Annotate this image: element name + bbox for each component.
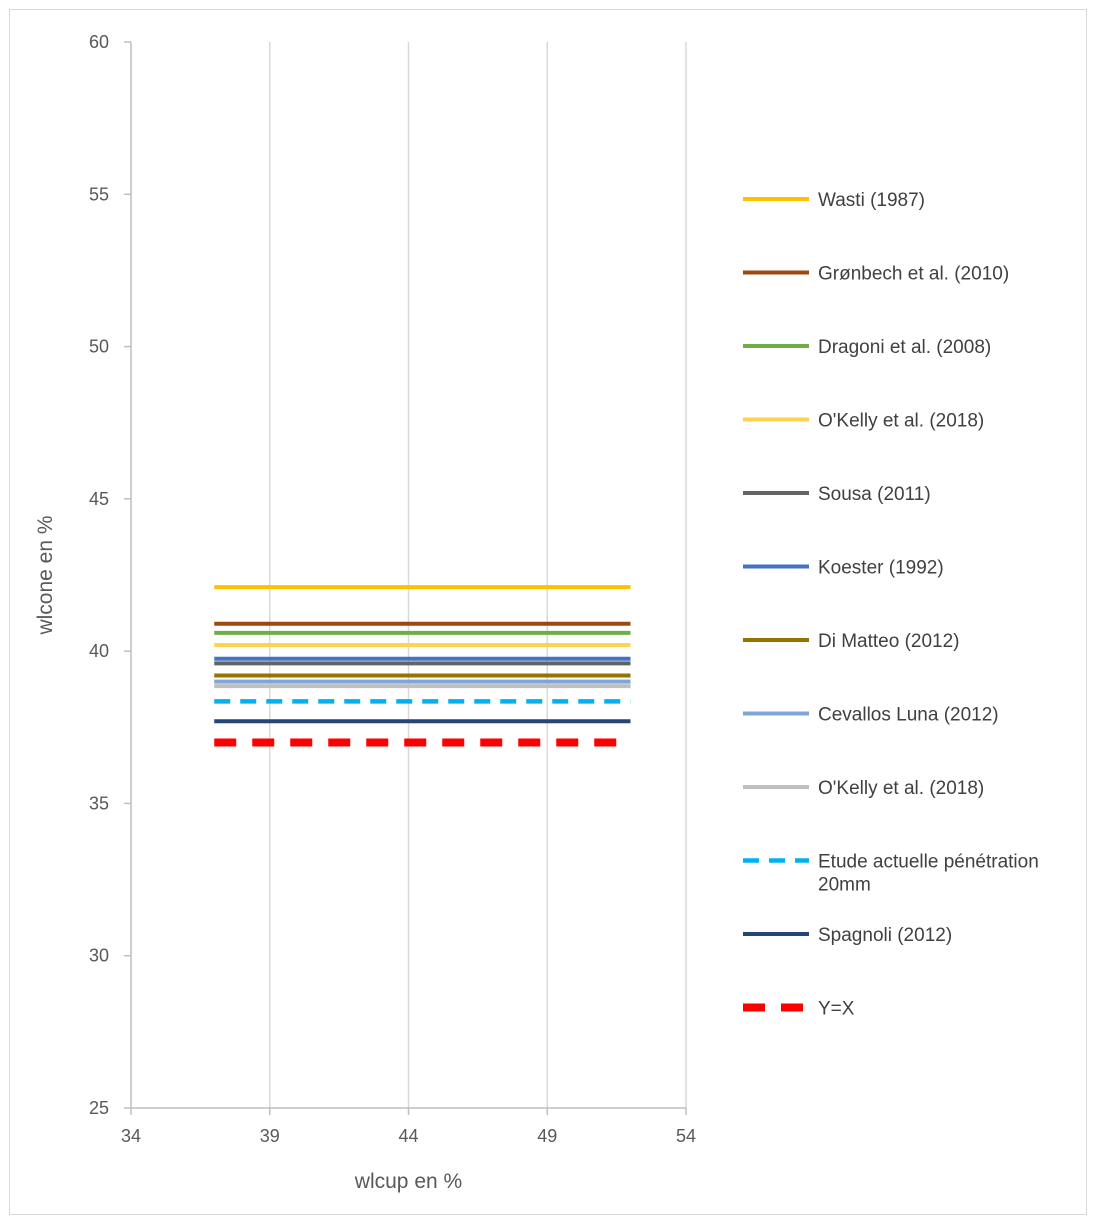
tick-labels: 34 39 44 49 54 25 30 35 40 45 50 55 60 [89, 32, 696, 1146]
legend-label: Di Matteo (2012) [818, 631, 960, 652]
legend-label: Etude actuelle pénétration 20mm [818, 852, 1039, 896]
legend-label: Grønbech et al. (2010) [818, 264, 1009, 285]
legend-label: Sousa (2011) [818, 484, 931, 505]
y-tick-label: 45 [89, 489, 109, 509]
y-tick-label: 55 [89, 184, 109, 204]
x-tick-label: 44 [398, 1126, 418, 1146]
series-lines [214, 585, 631, 747]
legend-label: Y=X [818, 999, 855, 1020]
gridlines [269, 42, 687, 1108]
chart-area [9, 9, 1087, 1215]
legend-label: Dragoni et al. (2008) [818, 337, 991, 358]
legend-label: Cevallos Luna (2012) [818, 705, 999, 726]
y-tick-label: 50 [89, 337, 109, 357]
y-axis-title: wlcone en % [34, 515, 57, 635]
x-tick-label: 54 [676, 1126, 696, 1146]
x-tick-label: 34 [121, 1126, 141, 1146]
legend-label: O'Kelly et al. (2018) [818, 778, 984, 799]
axes [124, 41, 687, 1115]
legend-label: Wasti (1987) [818, 190, 925, 211]
legend-label: Spagnoli (2012) [818, 925, 952, 946]
x-tick-label: 49 [537, 1126, 557, 1146]
x-axis-title: wlcup en % [354, 1170, 462, 1193]
y-tick-label: 25 [89, 1098, 109, 1118]
legend: Wasti (1987) Grønbech et al. (2010) Dragon… [743, 190, 1039, 1020]
legend-label: Koester (1992) [818, 558, 944, 579]
y-tick-label: 35 [89, 793, 109, 813]
y-tick-label: 60 [89, 32, 109, 52]
legend-label: O'Kelly et al. (2018) [818, 411, 984, 432]
y-tick-label: 30 [89, 946, 109, 966]
x-tick-label: 39 [260, 1126, 280, 1146]
y-tick-label: 40 [89, 641, 109, 661]
